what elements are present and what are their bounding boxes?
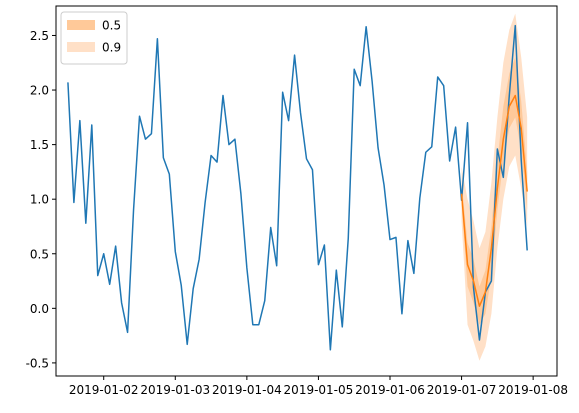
y-tick-label: 2.0: [30, 84, 49, 98]
y-tick-label: -0.5: [26, 356, 49, 370]
legend-label-0.9: 0.9: [102, 41, 121, 55]
x-tick-label: 2019-01-02: [69, 383, 139, 397]
forecast-line: [460, 94, 528, 307]
x-tick-label: 2019-01-06: [355, 383, 425, 397]
y-tick-label: 0.0: [30, 302, 49, 316]
y-tick-label: 2.5: [30, 29, 49, 43]
y-tick-label: 1.5: [30, 138, 49, 152]
plot-area: [67, 13, 528, 361]
plot-frame: [55, 5, 558, 377]
legend-label-0.5: 0.5: [102, 19, 121, 33]
x-tick-label: 2019-01-05: [284, 383, 354, 397]
observed-line: [67, 24, 528, 351]
x-tick-label: 2019-01-04: [212, 383, 282, 397]
x-tick-label: 2019-01-07: [427, 383, 497, 397]
x-tick-label: 2019-01-08: [498, 383, 568, 397]
x-tick-label: 2019-01-03: [140, 383, 210, 397]
x-axis: 2019-01-02 2019-01-03 2019-01-04 2019-01-05…: [69, 376, 568, 397]
band-0.5: [461, 57, 528, 325]
legend-swatch-0.5: [67, 20, 95, 30]
y-tick-label: 0.5: [30, 247, 49, 261]
y-axis: -0.5 0.0 0.5 1.0 1.5 2.0 2.5: [26, 29, 56, 370]
legend-swatch-0.9: [67, 42, 95, 52]
y-tick-label: 1.0: [30, 193, 49, 207]
legend: 0.5 0.9: [60, 11, 128, 65]
